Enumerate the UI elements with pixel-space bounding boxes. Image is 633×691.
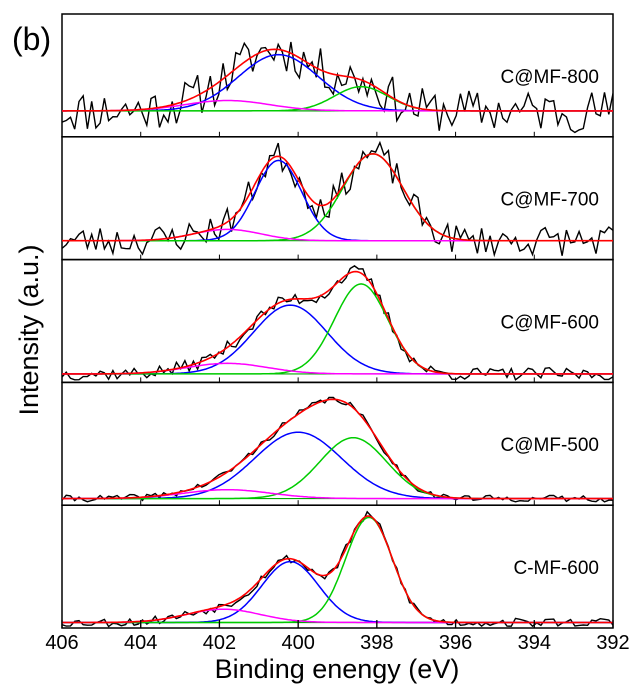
panel-name-label: C@MF-700 [501,190,599,211]
envelope-fit-line [62,270,613,375]
measured-spectrum-line [62,265,613,381]
panel-plot-area [62,265,613,381]
panel-c-mf-600: C@MF-600 [61,258,614,384]
panel-c-mf-800: C@MF-800 [61,13,614,138]
x-tick-label: 392 [596,632,629,654]
x-tick-label: 396 [439,632,472,654]
x-axis-ticks: 406 404 402 400 398 396 394 392 [45,620,630,654]
envelope-fit-line [62,48,613,112]
panel-plot-area [62,396,613,503]
panels-group: C@MF-800 C@MF-700 C@MF-600 C@MF-500 C-MF-600 [61,13,614,629]
x-tick-label: 402 [203,632,236,654]
peak-minor-fit-line [62,228,613,242]
x-tick-label: 404 [124,632,157,654]
y-axis-title: Intensity (a.u.) [14,244,44,415]
x-tick-label: 394 [518,632,551,654]
panel-plot-area [62,140,613,258]
envelope-fit-line [62,152,613,242]
measured-spectrum-line [62,396,613,503]
panel-c-mf-700: C@MF-700 [61,136,614,261]
envelope-fit-line [62,515,613,624]
x-axis-title: Binding enengy (eV) [215,654,460,684]
x-tick-label: 400 [281,632,314,654]
panel-c-mf-600: C-MF-600 [61,504,614,629]
panel-name-label: C@MF-500 [501,435,599,456]
x-tick-label: 406 [45,632,78,654]
figure-label: (b) [12,21,51,57]
panel-name-label: C@MF-800 [501,67,599,88]
panel-plot-area [62,510,613,628]
x-tick-label: 398 [360,632,393,654]
panel-name-label: C@MF-600 [501,312,599,333]
measured-spectrum-line [62,510,613,628]
envelope-fit-line [62,398,613,500]
panel-c-mf-500: C@MF-500 [61,381,614,506]
panel-plot-area [62,41,613,134]
panel-frame [61,504,614,629]
panel-name-label: C-MF-600 [513,558,599,579]
